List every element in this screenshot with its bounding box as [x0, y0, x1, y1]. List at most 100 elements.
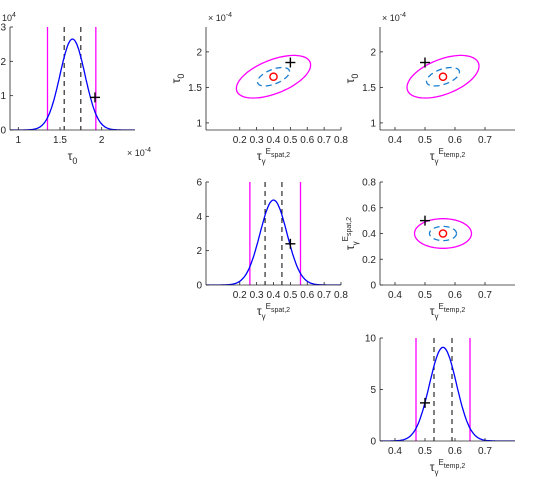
spat-marginal-xtick-label-5: 0.7	[317, 290, 331, 301]
spat-marginal-xtick-label-3: 0.5	[283, 290, 297, 301]
tau0-vs-spat-ytick-label-2: 2	[196, 47, 202, 58]
tau0-marginal-xtick-label-2: 2	[99, 135, 105, 146]
temp-marginal-ytick-label-2: 10	[365, 334, 377, 345]
spat-marginal-ytick-label-1: 2	[196, 246, 202, 257]
temp-marginal-x-label-text: τγEtemp,2	[430, 458, 466, 477]
spat-vs-temp-x-label: τγEtemp,2	[430, 302, 466, 321]
tau0-vs-temp-x-label: τγEtemp,2	[430, 147, 466, 166]
spat-vs-temp-x-label-text: τγEtemp,2	[430, 302, 466, 321]
tau0-vs-temp-xtick-label-0: 0.4	[388, 135, 402, 146]
tau0-marginal-x-label-text: τ0	[68, 149, 78, 166]
tau0-vs-temp-xtick-label-1: 0.5	[418, 135, 432, 146]
tau0-vs-temp-xtick-label-2: 0.6	[448, 135, 462, 146]
temp-marginal-ytick-label-1: 5	[370, 385, 376, 396]
spat-vs-temp-y-label: τγEspat,2	[341, 217, 360, 250]
panel-spat-vs-temp: 0.4 0.5 0.6 0.7 0 0.2 0.4 0.6 0.8 τγEtemp,2 τγEspa…	[341, 178, 515, 321]
tau0-marginal-x-label: τ0	[68, 149, 78, 166]
panel-tau0-vs-temp: 0.4 0.5 0.6 0.7 1 1.5 2 τγEtemp,2 τ0 × 10-4	[343, 12, 515, 166]
spat-marginal-ytick-label-3: 6	[196, 178, 202, 189]
tau0-marginal-y-multiplier: 104	[2, 12, 16, 23]
temp-marginal-x-label: τγEtemp,2	[430, 458, 466, 477]
spat-marginal-x-label: τγEspat,2	[257, 302, 290, 321]
tau0-vs-temp-center-marker	[438, 72, 448, 82]
tau0-vs-spat-xtick-label-3: 0.5	[283, 135, 297, 146]
tau0-vs-temp-ytick-label-2: 2	[370, 47, 376, 58]
tau0-marginal-xtick-label-1: 1.5	[53, 135, 67, 146]
tau0-vs-temp-x-label-text: τγEtemp,2	[430, 147, 466, 166]
spat-marginal-xtick-label-0: 0.2	[233, 290, 247, 301]
tau0-vs-temp-y-label: τ0	[343, 74, 360, 84]
spat-marginal-xtick-label-2: 0.4	[267, 290, 281, 301]
tau0-vs-spat-y-multiplier: × 10-4	[208, 12, 232, 23]
spat-vs-temp-ytick-label-2: 0.4	[362, 229, 376, 240]
temp-marginal-xtick-label-3: 0.7	[478, 446, 492, 457]
tau0-vs-temp-xtick-label-3: 0.7	[478, 135, 492, 146]
spat-vs-temp-true-value-plus	[420, 215, 430, 226]
spat-vs-temp-y-label-text: τγEspat,2	[341, 217, 360, 250]
tau0-marginal-true-value-plus	[90, 92, 100, 103]
spat-marginal-density-curve	[206, 199, 341, 285]
tau0-vs-spat-xtick-label-4: 0.6	[300, 135, 314, 146]
spat-marginal-xtick-label-4: 0.6	[300, 290, 314, 301]
panel-spat-marginal: 0.2 0.3 0.4 0.5 0.6 0.7 0.8 0 2 4 6 τγEspat,2	[196, 178, 348, 322]
panel-tau0-vs-spat: 0.2 0.3 0.4 0.5 0.6 0.7 0.8 1 1.5 2 τγEspat,2 τ0 × 1…	[169, 12, 348, 166]
tau0-vs-spat-y-label: τ0	[169, 74, 186, 84]
tau0-vs-spat-true-value-plus	[285, 57, 296, 68]
temp-marginal-xtick-label-2: 0.6	[448, 446, 462, 457]
spat-marginal-x-label-text: τγEspat,2	[257, 302, 290, 321]
spat-vs-temp-inner-ellipse	[428, 225, 458, 242]
spat-vs-temp-xtick-label-3: 0.7	[478, 290, 492, 301]
spat-marginal-plot-area	[206, 182, 341, 285]
tau0-vs-temp-ytick-label-1: 1.5	[362, 83, 376, 94]
tau0-vs-spat-center-marker	[269, 72, 278, 82]
spat-vs-temp-center-marker	[438, 229, 448, 238]
spat-marginal-ytick-label-0: 0	[196, 281, 202, 292]
tau0-vs-spat-ytick-label-1: 1.5	[188, 83, 202, 94]
temp-marginal-density-curve	[380, 346, 515, 441]
spat-marginal-true-value-plus	[285, 238, 296, 249]
temp-marginal-true-value-plus	[420, 397, 430, 408]
spat-vs-temp-ytick-label-1: 0.2	[362, 255, 376, 266]
temp-marginal-plot-area	[380, 338, 515, 441]
tau0-marginal-density-curve	[10, 38, 135, 130]
temp-marginal-xtick-label-1: 0.5	[418, 446, 432, 457]
tau0-vs-spat-xtick-label-5: 0.7	[317, 135, 331, 146]
spat-vs-temp-plot-area	[413, 215, 473, 249]
spat-vs-temp-xtick-label-0: 0.4	[388, 290, 402, 301]
spat-marginal-xtick-label-1: 0.3	[250, 290, 264, 301]
tau0-vs-spat-plot-area	[235, 54, 312, 99]
tau0-vs-spat-xtick-label-1: 0.3	[250, 135, 264, 146]
tau0-vs-spat-x-label: τγEspat,2	[257, 147, 290, 166]
tau0-vs-temp-y-multiplier: × 10-4	[382, 12, 406, 23]
spat-marginal-ytick-label-2: 4	[196, 212, 202, 223]
tau0-vs-spat-xtick-label-0: 0.2	[233, 135, 247, 146]
tau0-vs-temp-outer-ellipse	[406, 54, 480, 99]
tau0-vs-spat-xtick-label-6: 0.8	[334, 135, 348, 146]
spat-vs-temp-outer-ellipse	[413, 218, 473, 249]
tau0-vs-spat-x-label-text: τγEspat,2	[257, 147, 290, 166]
tau0-vs-spat-xtick-label-2: 0.4	[267, 135, 281, 146]
spat-vs-temp-ytick-label-4: 0.8	[362, 178, 376, 189]
tau0-vs-temp-true-value-plus	[420, 57, 430, 68]
tau0-vs-temp-y-label-text: τ0	[343, 74, 360, 84]
spat-marginal-xtick-label-6: 0.8	[334, 290, 348, 301]
spat-vs-temp-xtick-label-2: 0.6	[448, 290, 462, 301]
tau0-marginal-x-multiplier: × 10-4	[127, 147, 151, 158]
tau0-vs-spat-inner-ellipse	[256, 66, 291, 87]
spat-vs-temp-ytick-label-3: 0.6	[362, 203, 376, 214]
tau0-vs-temp-ytick-label-0: 1	[370, 118, 376, 129]
spat-vs-temp-ytick-label-0: 0	[370, 281, 376, 292]
tau0-vs-spat-ytick-label-0: 1	[196, 118, 202, 129]
tau0-marginal-xtick-label-0: 1	[16, 135, 22, 146]
panel-temp-marginal: 0.4 0.5 0.6 0.7 0 5 10 τγEtemp,2	[365, 334, 515, 477]
tau0-marginal-ytick-label-3: 3	[0, 23, 6, 34]
tau0-vs-spat-y-label-text: τ0	[169, 74, 186, 84]
spat-vs-temp-xtick-label-1: 0.5	[418, 290, 432, 301]
tau0-vs-spat-outer-ellipse	[235, 54, 312, 99]
tau0-vs-temp-plot-area	[406, 54, 480, 99]
tau0-marginal-ytick-label-2: 2	[0, 57, 6, 68]
tau0-marginal-ytick-label-0: 0	[0, 126, 6, 137]
tau0-vs-temp-inner-ellipse	[425, 66, 461, 87]
